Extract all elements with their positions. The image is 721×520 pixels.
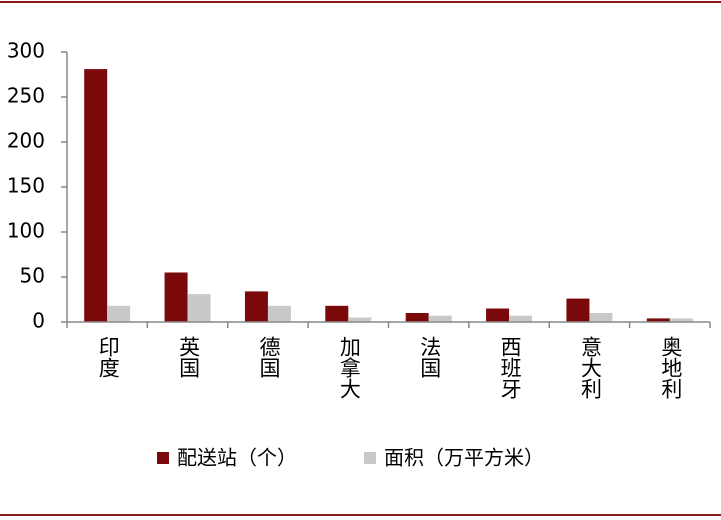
x-tick-label: 意大利 <box>578 336 602 399</box>
x-tick-label: 英国 <box>177 336 201 378</box>
legend-swatch <box>157 452 169 464</box>
bar <box>107 305 131 322</box>
x-tick-label: 奥地利 <box>659 336 683 399</box>
y-tick-label: 100 <box>7 219 45 243</box>
y-tick-label: 200 <box>7 129 45 153</box>
legend-label: 配送站（个） <box>177 446 297 470</box>
y-tick-label: 150 <box>7 174 45 198</box>
legend-label: 面积（万平方米） <box>384 446 544 470</box>
x-tick-label: 法国 <box>418 336 442 378</box>
x-tick-label: 印度 <box>96 336 120 378</box>
bar <box>669 318 693 322</box>
bar <box>267 305 291 322</box>
bar <box>509 315 533 322</box>
bar <box>566 298 590 322</box>
y-tick-label: 250 <box>7 84 45 108</box>
bar <box>646 318 670 322</box>
x-tick-label: 加拿大 <box>337 336 361 399</box>
y-tick-label: 0 <box>32 309 45 333</box>
y-tick-label: 50 <box>20 264 45 288</box>
bar <box>405 313 429 322</box>
bar <box>589 313 613 322</box>
legend-swatch <box>364 452 376 464</box>
bar <box>84 69 108 322</box>
bar <box>428 315 452 322</box>
bar <box>244 291 268 322</box>
x-tick-label: 西班牙 <box>498 336 522 399</box>
bar <box>325 305 349 322</box>
bar <box>486 308 510 322</box>
bar <box>187 294 211 322</box>
y-tick-label: 300 <box>7 39 45 63</box>
x-tick-label: 德国 <box>257 336 281 378</box>
bar <box>164 272 188 322</box>
bar <box>348 317 372 322</box>
